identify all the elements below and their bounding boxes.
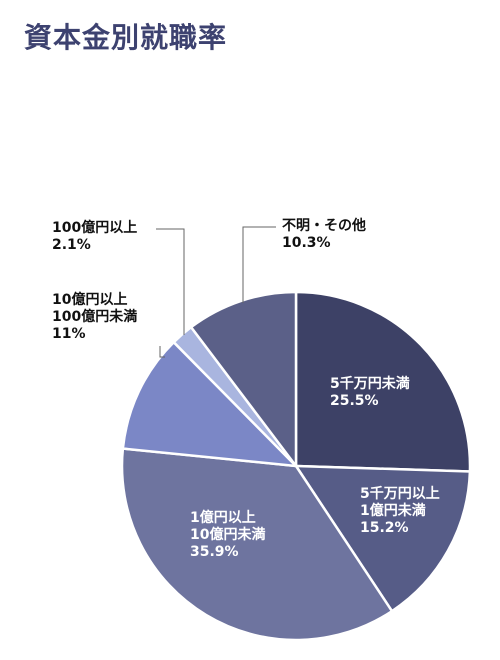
slice-value-1: 15.2% (360, 520, 409, 536)
slice-label-line-2-1: 10億円未満 (190, 526, 265, 543)
slice-label-0: 5千万円未満 25.5% (330, 375, 410, 409)
slice-label-line-3-1: 100億円未満 (52, 308, 137, 325)
slice-label-line-3-0: 10億円以上 (52, 291, 127, 308)
slice-value-5: 10.3% (282, 235, 331, 251)
slice-label-line-5-0: 不明・その他 (282, 217, 366, 234)
leader-line-3 (159, 346, 165, 358)
slice-value-3: 11% (52, 326, 86, 342)
slice-value-0: 25.5% (330, 393, 379, 409)
leader-line-4 (156, 228, 185, 335)
pie-slice-3 (121, 340, 298, 468)
slice-label-line-1-0: 5千万円以上 (360, 485, 440, 502)
slice-label-line-2-0: 1億円以上 (190, 509, 256, 526)
slice-label-line-1-1: 1億円未満 (360, 502, 426, 519)
pie-slice-5 (189, 290, 298, 468)
pie-slice-0 (294, 290, 472, 473)
pie-slice-2 (120, 447, 394, 642)
pie-slice-1 (294, 464, 472, 613)
page-title: 資本金別就職率 (24, 21, 228, 54)
slice-value-2: 35.9% (190, 544, 239, 560)
slice-label-1: 5千万円以上 1億円未満 15.2% (360, 485, 440, 536)
slice-label-5: 不明・その他 10.3% (282, 217, 366, 251)
slice-label-line-4-0: 100億円以上 (52, 219, 137, 236)
slice-label-3: 10億円以上 100億円未満 11% (52, 291, 137, 342)
slice-value-4: 2.1% (52, 237, 91, 253)
leader-line-5 (242, 226, 276, 303)
slice-label-4: 100億円以上 2.1% (52, 219, 137, 253)
slice-label-2: 1億円以上 10億円未満 35.9% (190, 509, 265, 560)
slice-label-line-0-0: 5千万円未満 (330, 375, 410, 392)
